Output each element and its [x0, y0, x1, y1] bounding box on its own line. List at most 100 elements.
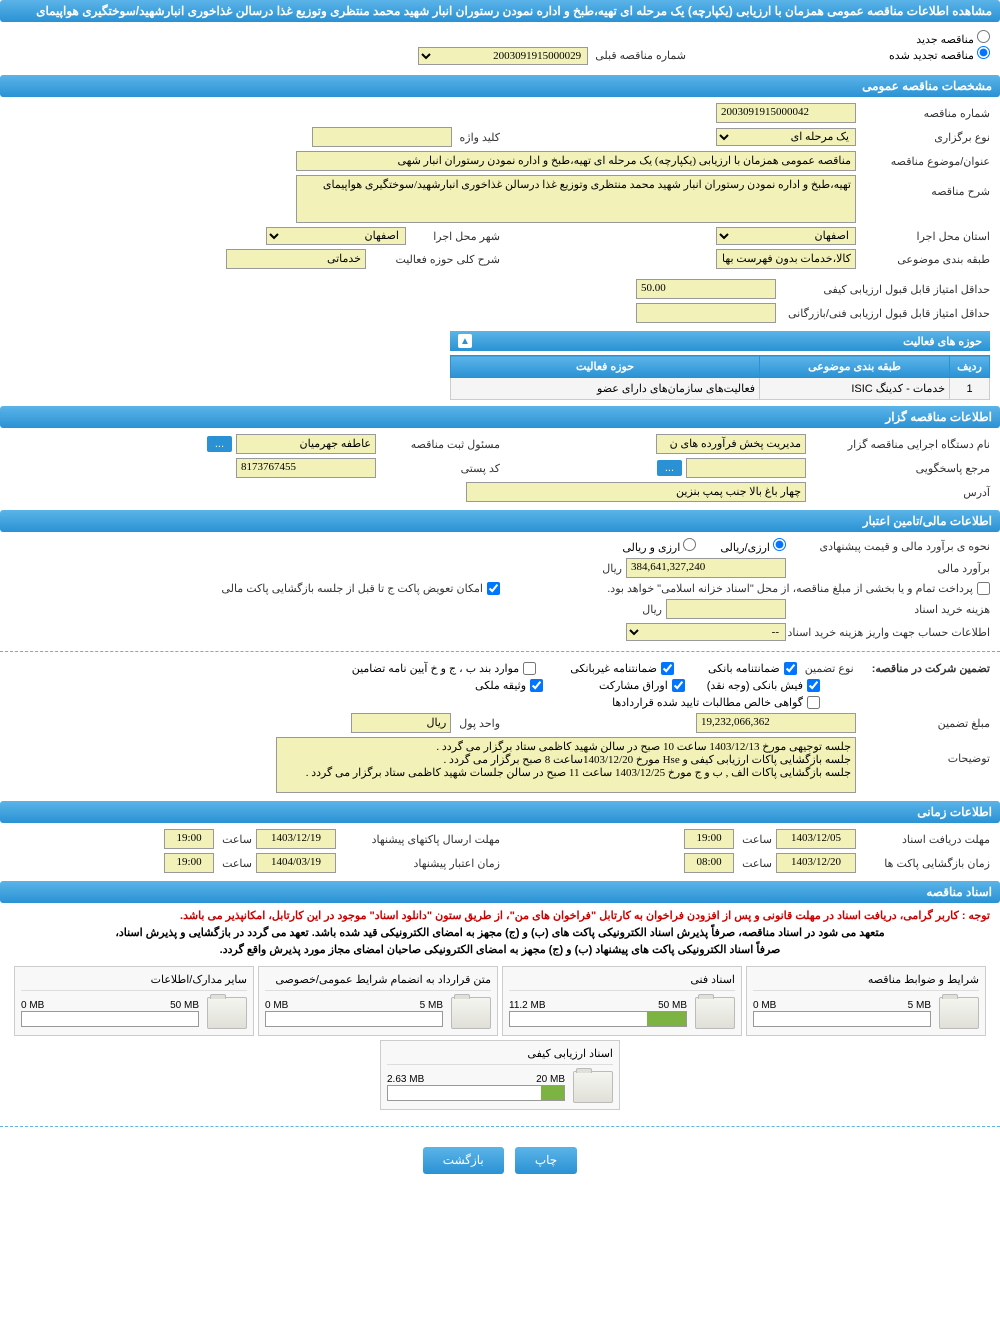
progress-bar — [265, 1011, 443, 1027]
org-name-value: مدیریت پخش فرآورده های ن — [656, 434, 806, 454]
progress-bar — [753, 1011, 931, 1027]
tender-renewed-radio[interactable] — [977, 46, 990, 59]
doc-fee-unit: ریال — [638, 603, 662, 616]
registrar-value: عاطفه جهرمیان — [236, 434, 376, 454]
category-label: طبقه بندی موضوعی — [860, 253, 990, 266]
table-col-activity: حوزه فعالیت — [451, 356, 760, 378]
guarantee-claims[interactable]: گواهی خالص مطالبات تایید شده قراردادها — [612, 696, 820, 709]
section-general-header: مشخصات مناقصه عمومی — [0, 75, 1000, 97]
doc-fee-value — [666, 599, 786, 619]
proposal-send-time: 19:00 — [164, 829, 214, 849]
response-ref-value — [686, 458, 806, 478]
back-button[interactable]: بازگشت — [423, 1147, 504, 1174]
folder-icon — [573, 1071, 613, 1103]
page-title-bar: مشاهده اطلاعات مناقصه عمومی همزمان با ار… — [0, 0, 1000, 22]
print-button[interactable]: چاپ — [515, 1147, 577, 1174]
collapse-icon[interactable]: ▲ — [458, 334, 472, 348]
min-tech-score-label: حداقل امتیاز قابل قبول ارزیابی فنی/بازرگ… — [780, 307, 990, 320]
guarantee-bpj[interactable]: موارد بند ب ، ج و خ آیین نامه تضامین — [352, 662, 536, 675]
payment-note: پرداخت تمام و یا بخشی از مبلغ مناقصه، از… — [603, 582, 973, 595]
province-label: استان محل اجرا — [860, 230, 990, 243]
city-label: شهر محل اجرا — [410, 230, 500, 243]
tender-new-option[interactable]: مناقصه جدید — [916, 34, 990, 46]
activity-table-caption: حوزه های فعالیت ▲ — [450, 331, 990, 351]
org-name-label: نام دستگاه اجرایی مناقصه گزار — [810, 438, 990, 451]
activity-table: ردیف طبقه بندی موضوعی حوزه فعالیت 1 خدما… — [450, 355, 990, 400]
section-timing-header: اطلاعات زمانی — [0, 801, 1000, 823]
city-select[interactable]: اصفهان — [266, 227, 406, 245]
estimate-unit: ریال — [598, 562, 622, 575]
swap-envelope-checkbox[interactable] — [487, 582, 500, 595]
keyword-label: کلید واژه — [456, 131, 500, 144]
envelope-open-label: زمان بازگشایی پاکت ها — [860, 857, 990, 870]
folder-icon — [451, 997, 491, 1029]
keyword-value — [312, 127, 452, 147]
min-quality-score-value: 50.00 — [636, 279, 776, 299]
time-label-1: ساعت — [738, 833, 772, 846]
guarantee-receipt[interactable]: فیش بانکی (وجه نقد) — [707, 679, 820, 692]
file-box[interactable]: سایر مدارک/اطلاعات 0 MB50 MB — [14, 966, 254, 1036]
guarantee-currency-value: ریال — [351, 713, 451, 733]
file-box[interactable]: اسناد ارزیابی کیفی 2.63 MB20 MB — [380, 1040, 620, 1110]
notice-line-3: صرفاً اسناد الکترونیکی پاکت های پیشنهاد … — [0, 941, 1000, 958]
estimate-type-currency[interactable]: ارزی و ریالی — [622, 538, 696, 554]
registrar-more-button[interactable]: ... — [207, 436, 232, 452]
postal-code-label: کد پستی — [380, 462, 500, 475]
guarantee-amount-label: مبلغ تضمین — [860, 717, 990, 730]
file-box[interactable]: متن قرارداد به انضمام شرایط عمومی/خصوصی … — [258, 966, 498, 1036]
estimate-label: برآورد مالی — [790, 562, 990, 575]
proposal-validity-date: 1404/03/19 — [256, 853, 336, 873]
separator — [0, 1126, 1000, 1127]
tender-no-label: شماره مناقصه — [860, 107, 990, 120]
envelope-open-time: 08:00 — [684, 853, 734, 873]
activity-scope-label: شرح کلی حوزه فعالیت — [370, 253, 500, 266]
tender-renewed-option[interactable]: مناقصه تجدید شده — [886, 50, 990, 62]
folder-icon — [695, 997, 735, 1029]
doc-receive-date: 1403/12/05 — [776, 829, 856, 849]
doc-receive-time: 19:00 — [684, 829, 734, 849]
guarantee-deed[interactable]: وثیقه ملکی — [475, 679, 543, 692]
subject-label: عنوان/موضوع مناقصه — [860, 155, 990, 168]
holding-type-select[interactable]: یک مرحله ای — [716, 128, 856, 146]
min-tech-score-value — [636, 303, 776, 323]
guarantee-bonds[interactable]: اوراق مشارکت — [599, 679, 685, 692]
folder-icon — [207, 997, 247, 1029]
notice-line-2: متعهد می شود در اسناد مناقصه، صرفاً پذیر… — [0, 924, 1000, 941]
guarantee-notes-value — [276, 737, 856, 793]
separator — [0, 651, 1000, 652]
table-row: 1 خدمات - کدینگ ISIC فعالیت‌های سازمان‌ه… — [451, 378, 990, 400]
proposal-send-date: 1403/12/19 — [256, 829, 336, 849]
doc-fee-account-label: اطلاعات حساب جهت واریز هزینه خرید اسناد — [790, 626, 990, 639]
response-ref-more-button[interactable]: ... — [657, 460, 682, 476]
tender-status-row: مناقصه جدید مناقصه تجدید شده شماره مناقص… — [0, 26, 1000, 69]
notice-line-1: توجه : کاربر گرامی، دریافت اسناد در مهلت… — [0, 907, 1000, 924]
section-financial-header: اطلاعات مالی/تامین اعتبار — [0, 510, 1000, 532]
file-box[interactable]: اسناد فنی 11.2 MB50 MB — [502, 966, 742, 1036]
file-box[interactable]: شرایط و ضوابط مناقصه 0 MB5 MB — [746, 966, 986, 1036]
subject-value: مناقصه عمومی همزمان با ارزیابی (یکپارچه)… — [296, 151, 856, 171]
estimate-value: 384,641,327,240 — [626, 558, 786, 578]
guarantee-header: تضمین شرکت در مناقصه: — [868, 662, 990, 675]
tender-no-value: 2003091915000042 — [716, 103, 856, 123]
desc-value — [296, 175, 856, 223]
time-label-2: ساعت — [218, 833, 252, 846]
payment-treasury-checkbox[interactable] — [977, 582, 990, 595]
action-buttons-row: چاپ بازگشت — [0, 1135, 1000, 1186]
activity-scope-value: خدماتی — [226, 249, 366, 269]
address-label: آدرس — [810, 486, 990, 499]
estimate-type-rial[interactable]: ارزی/ریالی — [720, 538, 786, 554]
min-quality-score-label: حداقل امتیاز قابل قبول ارزیابی کیفی — [780, 283, 990, 296]
folder-icon — [939, 997, 979, 1029]
table-col-row: ردیف — [950, 356, 990, 378]
estimate-type-label: نحوه ی برآورد مالی و قیمت پیشنهادی — [790, 540, 990, 553]
tender-new-radio[interactable] — [977, 30, 990, 43]
doc-receive-label: مهلت دریافت اسناد — [860, 833, 990, 846]
holding-type-label: نوع برگزاری — [860, 131, 990, 144]
prev-tender-no-select[interactable]: 2003091915000029 — [418, 47, 588, 65]
swap-note: امکان تعویض پاکت ج تا قبل از جلسه بازگشا… — [217, 582, 483, 595]
page-title: مشاهده اطلاعات مناقصه عمومی همزمان با ار… — [36, 4, 992, 18]
doc-fee-account-select[interactable]: -- — [626, 623, 786, 641]
guarantee-bank[interactable]: ضمانتنامه بانکی — [708, 662, 797, 675]
guarantee-nonbank[interactable]: ضمانتنامه غیربانکی — [570, 662, 674, 675]
province-select[interactable]: اصفهان — [716, 227, 856, 245]
